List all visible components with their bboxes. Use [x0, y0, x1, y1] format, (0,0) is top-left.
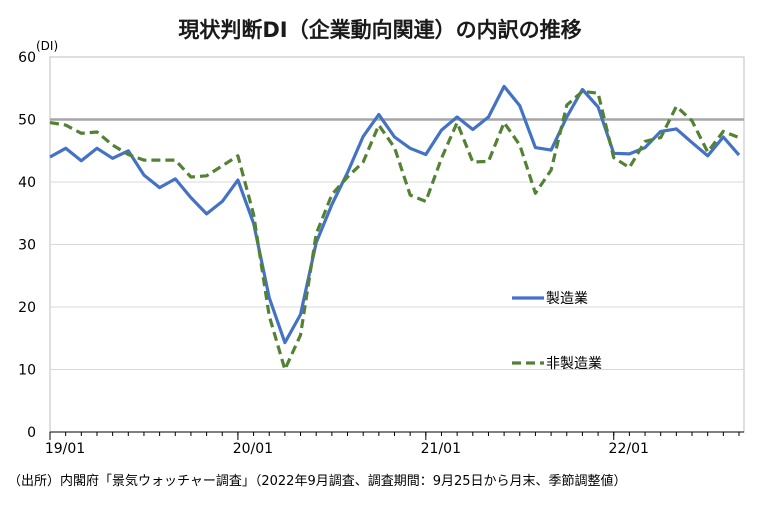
y-tick-label: 50	[18, 113, 36, 129]
legend-label: 製造業	[546, 291, 588, 307]
chart-title: 現状判断DI（企業動向関連）の内訳の推移	[178, 18, 582, 42]
y-tick-label: 0	[27, 425, 36, 441]
legend-label: 非製造業	[546, 356, 602, 372]
series-line-nonmanufacturing	[49, 89, 740, 372]
y-tick-label: 60	[18, 50, 36, 66]
y-axis-unit: (DI)	[36, 39, 58, 53]
y-tick-label: 40	[18, 175, 36, 191]
y-tick-label: 20	[18, 300, 36, 316]
x-tick-label: 21/01	[421, 441, 461, 457]
series-line-manufacturing	[49, 84, 741, 345]
y-tick-label: 10	[18, 363, 36, 379]
series-group	[49, 84, 741, 372]
x-tick-label: 20/01	[233, 441, 273, 457]
x-tick-label: 19/01	[45, 441, 85, 457]
x-tick-label: 22/01	[609, 441, 649, 457]
y-axis: 0 10 20 30 40 50 60	[18, 50, 36, 441]
source-note: （出所）内閣府「景気ウォッチャー調査」（2022年9月調査、調査期間：9月25日…	[8, 474, 627, 489]
x-axis: 19/01 20/01 21/01 22/01	[45, 431, 744, 457]
y-tick-label: 30	[18, 238, 36, 254]
